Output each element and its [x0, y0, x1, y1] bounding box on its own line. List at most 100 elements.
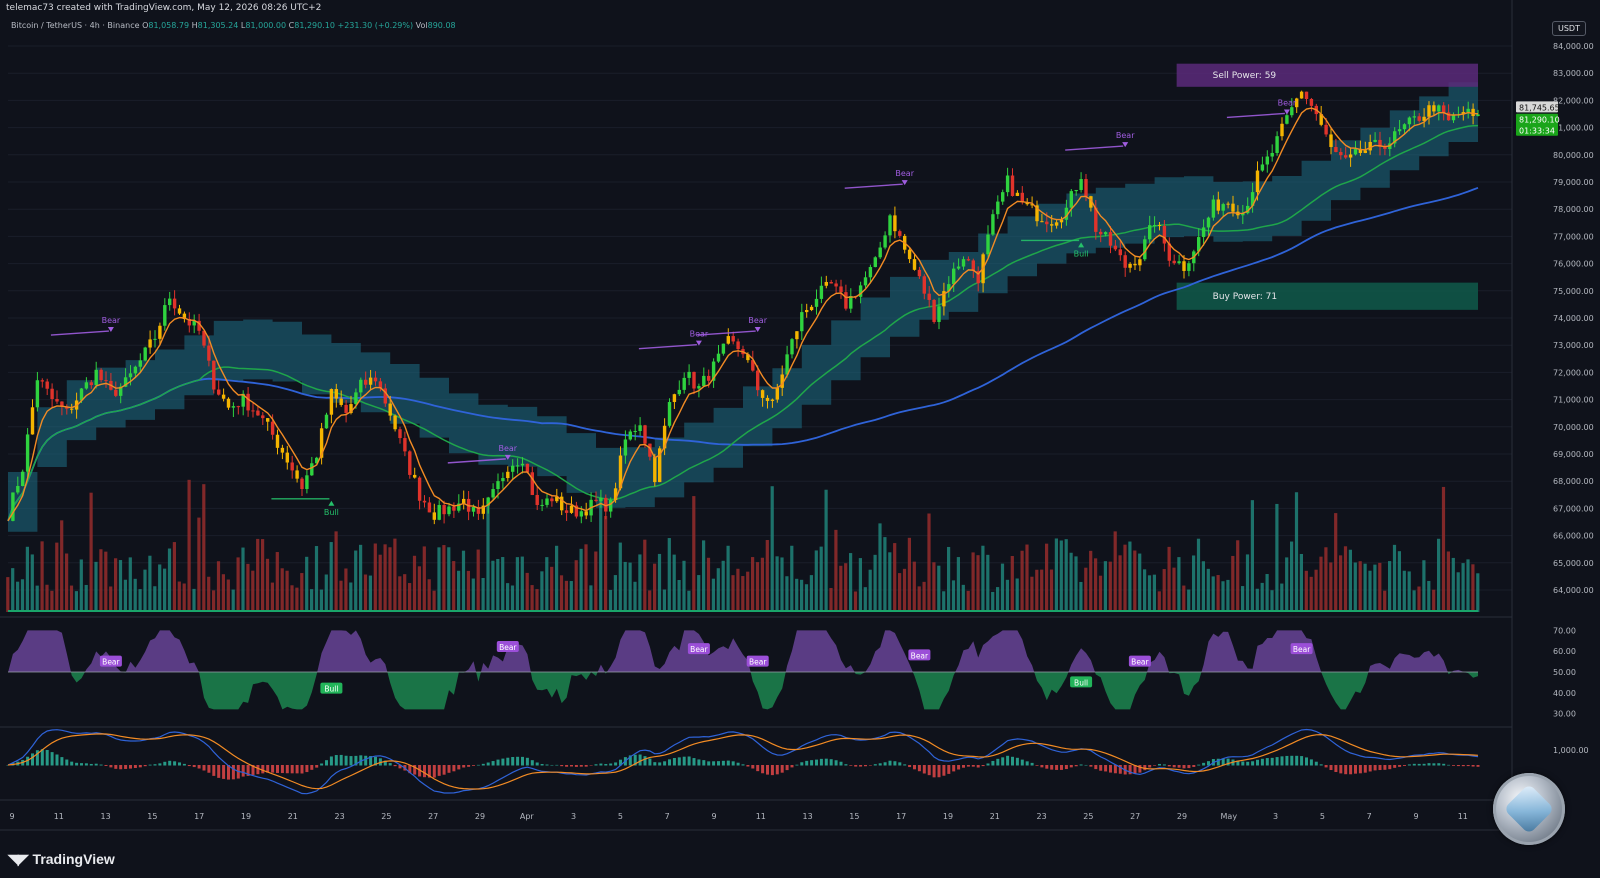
macd-histogram-bar [227, 765, 230, 780]
volume-bar [540, 571, 544, 612]
candle-body [996, 201, 1000, 215]
volume-bar [1339, 555, 1343, 612]
candle-body [638, 425, 642, 432]
macd-histogram-bar [1314, 761, 1318, 766]
candle-body [60, 401, 64, 407]
macd-tick-label: 1,000.00 [1553, 746, 1589, 755]
currency-button[interactable]: USDT [1552, 21, 1586, 36]
volume-bar [69, 585, 74, 612]
volume-bar [1094, 558, 1098, 612]
volume-bar [947, 546, 951, 612]
volume-bar [1392, 544, 1397, 612]
macd-histogram-bar [868, 765, 872, 766]
candle-body [760, 390, 765, 398]
volume-bar [618, 542, 622, 612]
time-tick-label: 9 [9, 812, 14, 821]
macd-histogram-bar [1001, 757, 1005, 766]
time-tick-label: 15 [147, 812, 157, 821]
volume-bar [172, 542, 176, 612]
candle-body [1128, 263, 1132, 268]
macd-histogram-bar [55, 754, 59, 766]
candle-body [956, 266, 961, 269]
volume-bar [1010, 556, 1014, 612]
volume-bar [1446, 551, 1450, 612]
symbol-name[interactable]: Bitcoin / TetherUS · 4h · Binance [11, 21, 140, 30]
candle-body [986, 234, 990, 255]
candle-body [290, 462, 294, 471]
macd-histogram-bar [981, 765, 985, 767]
oscillator-bear-badge [687, 643, 710, 655]
volume-bar [1049, 569, 1054, 612]
oscillator-bear-badge [99, 655, 122, 667]
macd-histogram-bar [476, 764, 480, 766]
volume-bar [883, 537, 887, 612]
macd-histogram-bar [574, 765, 578, 767]
volume-bar [564, 580, 568, 612]
volume-bar [648, 590, 652, 612]
open-value: 81,058.79 [148, 21, 190, 30]
volume-bar [966, 590, 970, 612]
macd-histogram-bar [521, 756, 524, 766]
volume-bar [30, 554, 34, 612]
candle-body [236, 406, 240, 408]
candle-body [359, 379, 363, 393]
price-tick-label: 78,000.00 [1553, 205, 1594, 214]
candle-body [11, 492, 15, 521]
macd-histogram-bar [815, 759, 818, 766]
volume-bar [1030, 576, 1034, 612]
candle-body [1050, 224, 1054, 226]
candle-body [1123, 255, 1127, 268]
last-price-tag [1516, 101, 1558, 113]
volume-bar [501, 557, 505, 612]
volume-bar [153, 586, 157, 612]
price-tick-label: 76,000.00 [1553, 260, 1594, 269]
macd-histogram-bar [300, 765, 304, 774]
volume-bar [334, 531, 338, 612]
volume-bar [589, 585, 593, 612]
oscillator-badge-text: Bull [324, 685, 338, 694]
volume-bar [1432, 589, 1436, 612]
candle-body [1138, 259, 1142, 266]
volume-bar [1363, 563, 1367, 612]
macd-histogram-bar [1025, 761, 1029, 766]
oscillator-badge-text: Bear [102, 658, 120, 667]
time-tick-label: 19 [943, 812, 953, 821]
volume-bar [912, 561, 916, 612]
volume-bar [721, 560, 725, 612]
volume-bar [1177, 557, 1181, 612]
volume-bar [506, 583, 510, 612]
macd-histogram-bar [1270, 757, 1274, 766]
volume-bar [731, 575, 735, 612]
macd-histogram-bar [491, 761, 495, 766]
candle-body [550, 498, 554, 502]
candle-body [991, 214, 995, 235]
macd-histogram-bar [1280, 756, 1284, 766]
volume-bar [481, 577, 485, 612]
time-tick-label: 5 [1320, 812, 1325, 821]
candle-body [540, 504, 544, 506]
candle-body [128, 373, 133, 378]
candle-body [471, 506, 476, 512]
macd-histogram-bar [99, 764, 103, 766]
macd-histogram-bar [1079, 764, 1083, 766]
tradingview-brand[interactable]: ◥◤ TradingView [8, 851, 115, 868]
volume-bar [241, 547, 245, 612]
macd-histogram-bar [349, 756, 353, 766]
volume-bar [476, 549, 480, 612]
candle-body [403, 438, 407, 452]
candle-body [1059, 219, 1064, 223]
volume-bar [212, 590, 216, 612]
time-axis: 9 11 13 15 17 19 21 23 25 27 29 Apr 3 5 7 9 11 13 15 17 19 21… [0, 812, 1512, 831]
macd-histogram-bar [726, 760, 730, 766]
volume-bar [1040, 569, 1044, 612]
volume-bar [285, 570, 289, 612]
volume-bar [50, 590, 54, 612]
macd-histogram-bar [1393, 765, 1397, 768]
candle-body [354, 392, 358, 405]
volume-bar [530, 585, 534, 612]
candle-body [383, 388, 387, 404]
oscillator-bear-badge [746, 655, 769, 667]
macd-histogram-bar [888, 760, 892, 766]
candle-body [961, 259, 966, 267]
